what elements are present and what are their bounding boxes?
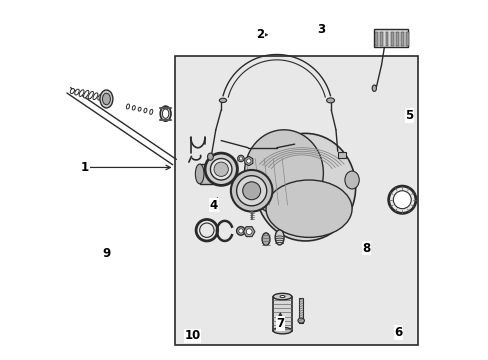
Circle shape bbox=[210, 158, 231, 180]
Bar bbox=[380, 32, 383, 46]
Ellipse shape bbox=[98, 94, 102, 100]
Ellipse shape bbox=[280, 296, 285, 298]
Ellipse shape bbox=[195, 164, 203, 184]
Ellipse shape bbox=[79, 90, 84, 96]
Text: 4: 4 bbox=[209, 199, 218, 212]
Circle shape bbox=[392, 191, 410, 209]
Bar bbox=[199, 164, 228, 184]
Ellipse shape bbox=[138, 107, 141, 111]
Ellipse shape bbox=[149, 109, 152, 114]
Bar bbox=[385, 32, 387, 46]
Bar bbox=[373, 30, 407, 47]
Ellipse shape bbox=[344, 171, 359, 189]
Ellipse shape bbox=[75, 89, 79, 95]
Ellipse shape bbox=[297, 318, 304, 323]
Circle shape bbox=[214, 162, 228, 176]
Bar bbox=[400, 32, 403, 46]
Ellipse shape bbox=[219, 98, 226, 103]
Ellipse shape bbox=[239, 157, 242, 160]
Text: 5: 5 bbox=[405, 109, 413, 122]
Bar bbox=[299, 298, 303, 323]
Text: 9: 9 bbox=[102, 247, 110, 260]
Circle shape bbox=[236, 176, 266, 206]
Bar bbox=[405, 32, 408, 46]
Bar bbox=[375, 32, 378, 46]
Text: 3: 3 bbox=[317, 23, 325, 36]
Bar bbox=[395, 32, 398, 46]
Bar bbox=[337, 152, 345, 158]
Ellipse shape bbox=[143, 108, 146, 113]
Ellipse shape bbox=[102, 96, 106, 101]
Ellipse shape bbox=[88, 91, 93, 99]
Circle shape bbox=[246, 159, 250, 163]
Text: 8: 8 bbox=[362, 242, 370, 255]
Ellipse shape bbox=[237, 155, 244, 162]
Circle shape bbox=[246, 229, 251, 234]
Ellipse shape bbox=[100, 90, 113, 108]
Bar bbox=[273, 297, 291, 330]
Ellipse shape bbox=[207, 153, 213, 160]
Bar bbox=[390, 32, 393, 46]
Ellipse shape bbox=[255, 134, 355, 241]
Ellipse shape bbox=[265, 180, 351, 237]
Ellipse shape bbox=[160, 106, 171, 121]
Text: 10: 10 bbox=[184, 329, 200, 342]
Polygon shape bbox=[244, 156, 252, 166]
Ellipse shape bbox=[70, 89, 74, 94]
Ellipse shape bbox=[262, 233, 269, 246]
Bar bbox=[174, 56, 418, 345]
Ellipse shape bbox=[275, 230, 284, 245]
Ellipse shape bbox=[102, 93, 110, 105]
Circle shape bbox=[230, 170, 272, 212]
Ellipse shape bbox=[93, 93, 98, 99]
Ellipse shape bbox=[162, 109, 168, 118]
Ellipse shape bbox=[326, 98, 334, 103]
Text: 7: 7 bbox=[276, 317, 284, 330]
Circle shape bbox=[199, 223, 214, 237]
Circle shape bbox=[236, 226, 244, 235]
Ellipse shape bbox=[273, 293, 291, 300]
Ellipse shape bbox=[371, 85, 376, 91]
Text: 2: 2 bbox=[256, 28, 264, 41]
Ellipse shape bbox=[83, 90, 89, 98]
Circle shape bbox=[238, 229, 243, 233]
Ellipse shape bbox=[273, 327, 291, 334]
Ellipse shape bbox=[244, 130, 323, 216]
Ellipse shape bbox=[126, 104, 129, 109]
Polygon shape bbox=[243, 227, 254, 237]
Circle shape bbox=[204, 153, 237, 185]
Ellipse shape bbox=[132, 105, 135, 110]
Text: 1: 1 bbox=[81, 161, 89, 174]
Circle shape bbox=[242, 182, 260, 200]
Text: 6: 6 bbox=[394, 326, 402, 339]
